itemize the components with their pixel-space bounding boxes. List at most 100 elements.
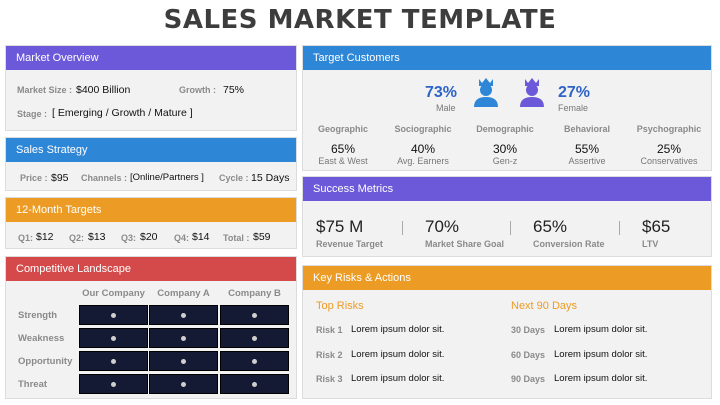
top-risks-heading: Top Risks [316,300,364,312]
metric-revenue-label: Revenue Target [316,239,383,249]
stage-label: Stage : [17,109,48,119]
female-percent: 27% [558,84,591,101]
price-label: Price : [20,173,48,183]
grid-cell[interactable] [79,374,148,394]
metric-ltv-label: LTV [642,239,659,249]
channels-label: Channels : [81,173,128,183]
dot-icon [252,358,257,364]
competitive-row-threat: Threat [18,379,48,390]
target-total-label: Total : [223,233,250,243]
dot-icon [111,335,116,341]
target-total-value: $59 [253,231,271,243]
growth-label: Growth : [179,85,216,95]
dot-icon [181,381,186,387]
grid-cell[interactable] [220,328,289,348]
growth-value: 75% [223,84,245,96]
target-q1-label: Q1: [18,233,34,243]
grid-cell[interactable] [149,305,218,325]
risks-header: Key Risks & Actions [303,266,711,290]
dot-icon [111,312,116,318]
risk-3-text: Lorem ipsum dolor sit. [351,373,445,384]
sales-strategy-card: Sales Strategy Price : $95 Channels : [O… [5,137,297,191]
stage-value: [ Emerging / Growth / Mature ] [52,107,193,119]
targets-card: 12-Month Targets Q1: $12 Q2: $13 Q3: $20… [5,197,297,249]
segment-sociographic-label: Sociographic [394,124,452,134]
action-30-label: 30 Days [511,325,546,335]
cycle-value: 15 Days [251,172,290,184]
metric-share-label: Market Share Goal [425,239,505,249]
competitive-row-weakness: Weakness [18,333,65,344]
target-q4-label: Q4: [174,233,190,243]
metric-share-value: 70% [425,217,460,236]
grid-cell[interactable] [220,374,289,394]
dot-icon [252,381,257,387]
competitive-card: Competitive Landscape Our Company Compan… [5,256,297,399]
metric-divider [619,221,620,235]
segment-sociographic-desc: Avg. Earners [397,156,449,166]
segment-psychographic-value: 25% [656,142,682,156]
next-90-days-heading: Next 90 Days [511,300,578,312]
market-overview-card: Market Overview Market Size : $400 Billi… [5,45,297,131]
target-customers-header: Target Customers [303,46,711,70]
male-label: Male [436,103,456,113]
risk-1-label: Risk 1 [316,325,343,335]
segment-behavioral-label: Behavioral [563,124,611,134]
grid-cell[interactable] [220,305,289,325]
segment-geographic-desc: East & West [318,156,368,166]
price-value: $95 [51,172,69,184]
action-60-text: Lorem ipsum dolor sit. [554,349,648,360]
grid-cell[interactable] [149,374,218,394]
competitive-row-opportunity: Opportunity [18,356,73,367]
cycle-label: Cycle : [219,173,249,183]
grid-cell[interactable] [149,328,218,348]
risk-1-text: Lorem ipsum dolor sit. [351,324,445,335]
dot-icon [181,335,186,341]
metric-divider [402,221,403,235]
metric-divider [510,221,511,235]
grid-cell[interactable] [79,328,148,348]
segment-demographic-label: Demographic [476,124,534,134]
action-30-text: Lorem ipsum dolor sit. [554,324,648,335]
metric-revenue-value: $75 M [316,217,364,236]
risk-2-label: Risk 2 [316,350,343,360]
target-customers-card: Target Customers 73% Male 27% Female Geo… [302,45,712,171]
action-90-text: Lorem ipsum dolor sit. [554,373,648,384]
segment-psychographic-desc: Conservatives [640,156,698,166]
action-90-label: 90 Days [511,374,546,384]
competitive-col-company-b: Company B [228,288,281,299]
dot-icon [111,358,116,364]
metric-conversion-label: Conversion Rate [533,239,605,249]
risks-card: Key Risks & Actions Top Risks Next 90 Da… [302,265,712,399]
metric-conversion-value: 65% [533,217,568,236]
target-q3-label: Q3: [121,233,137,243]
segment-behavioral-value: 55% [574,142,600,156]
segment-behavioral-desc: Assertive [568,156,606,166]
competitive-row-strength: Strength [18,310,58,321]
risk-2-text: Lorem ipsum dolor sit. [351,349,445,360]
female-label: Female [558,103,589,113]
segment-geographic-value: 65% [330,142,356,156]
market-overview-header: Market Overview [6,46,296,70]
competitive-col-company-a: Company A [157,288,210,299]
target-q3-value: $20 [140,231,158,243]
male-percent: 73% [425,84,458,101]
channels-value: [Online/Partners ] [130,172,204,183]
target-q2-value: $13 [88,231,106,243]
competitive-col-our-company: Our Company [82,288,145,299]
grid-cell[interactable] [79,351,148,371]
grid-cell[interactable] [79,305,148,325]
risk-3-label: Risk 3 [316,374,343,384]
segment-demographic-desc: Gen-z [492,156,518,166]
grid-cell[interactable] [220,351,289,371]
market-size-label: Market Size : [17,85,73,95]
segment-sociographic-value: 40% [410,142,436,156]
segment-demographic-value: 30% [492,142,518,156]
sales-strategy-header: Sales Strategy [6,138,296,162]
grid-cell[interactable] [149,351,218,371]
metric-ltv-value: $65 [642,217,671,236]
target-q4-value: $14 [192,231,210,243]
success-metrics-card: Success Metrics $75 M Revenue Target 70%… [302,176,712,257]
competitive-header: Competitive Landscape [6,257,296,281]
dot-icon [252,335,257,341]
male-person-icon [474,78,498,107]
